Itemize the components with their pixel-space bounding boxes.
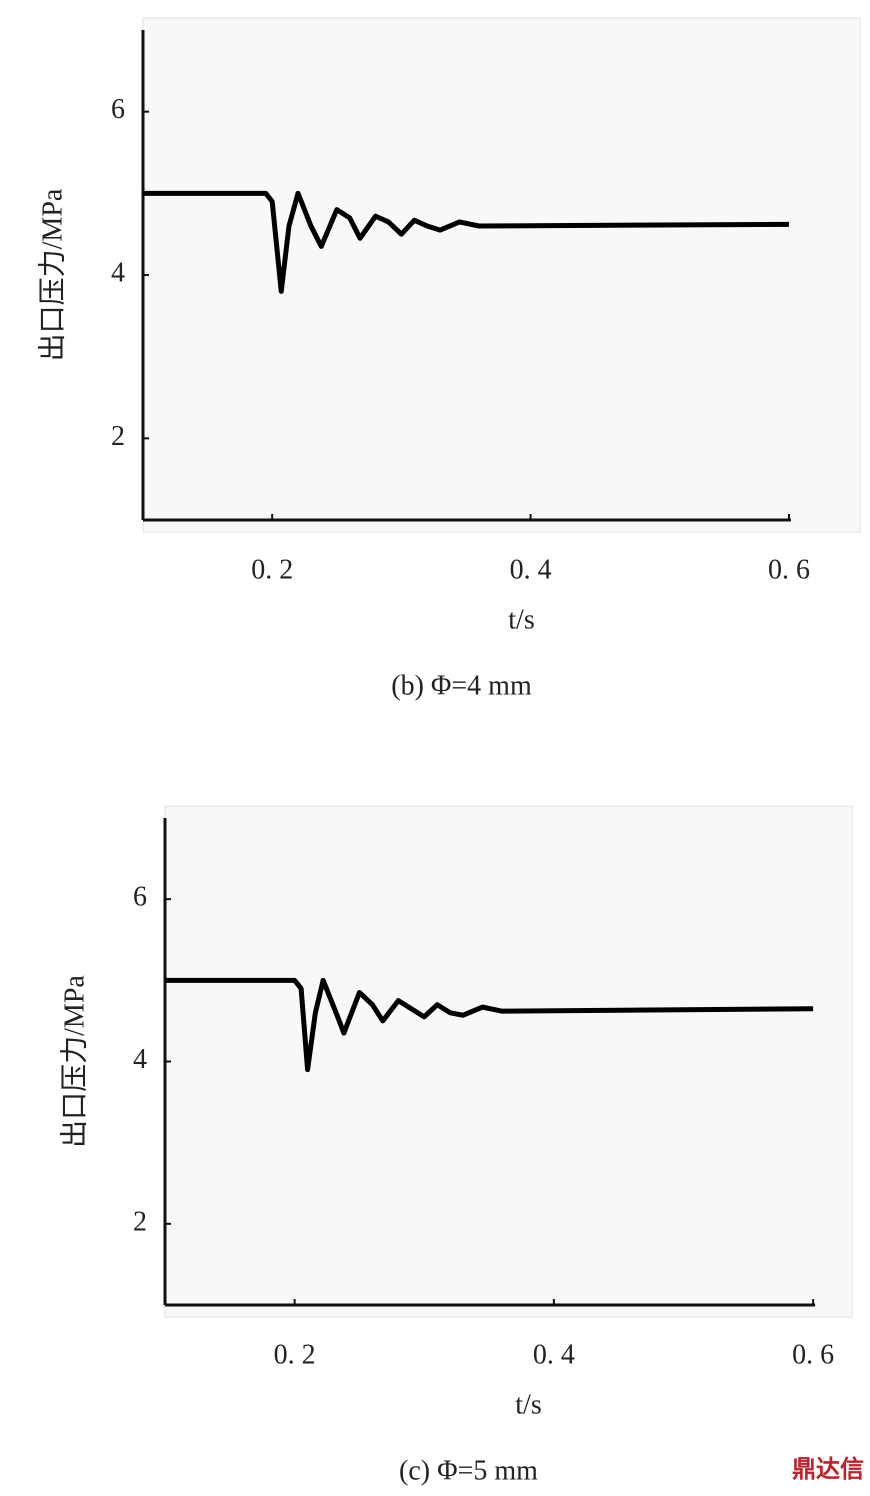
x-axis-label: t/s (508, 604, 534, 635)
y-axis-label: 出口压力/MPa (58, 975, 90, 1148)
x-tick-label: 0. 4 (533, 1339, 575, 1370)
x-tick-label: 0. 6 (768, 554, 810, 585)
caption: (b) Φ=4 mm (391, 670, 532, 701)
y-tick-label: 6 (111, 94, 125, 125)
x-tick-label: 0. 4 (510, 554, 552, 585)
line (165, 977, 814, 1073)
plot-area (142, 17, 861, 533)
plot-area (164, 805, 853, 1318)
x-axis-label: t/s (515, 1389, 541, 1420)
y-tick-label: 4 (133, 1044, 147, 1075)
y-tick-label: 4 (111, 257, 125, 288)
line (143, 190, 789, 294)
watermark: 鼎达信 (792, 1455, 864, 1483)
y-tick-label: 2 (133, 1206, 147, 1237)
y-tick-label: 2 (111, 421, 125, 452)
x-tick-label: 0. 2 (251, 554, 293, 585)
y-axis-label: 出口压力/MPa (36, 188, 68, 361)
x-tick-label: 0. 2 (274, 1339, 316, 1370)
y-tick-label: 6 (133, 882, 147, 913)
caption: (c) Φ=5 mm (399, 1455, 538, 1486)
x-tick-label: 0. 6 (792, 1339, 834, 1370)
